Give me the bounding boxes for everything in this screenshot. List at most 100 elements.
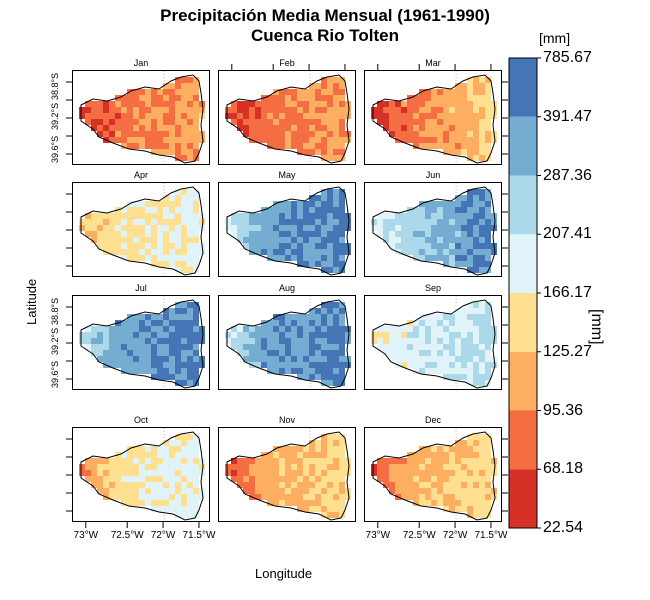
raster-cell <box>237 219 243 225</box>
raster-cell <box>169 314 175 320</box>
raster-cell <box>401 237 407 243</box>
raster-cell <box>121 95 127 101</box>
raster-cell <box>285 213 291 219</box>
raster-cell <box>449 314 455 320</box>
raster-cell <box>461 476 467 482</box>
raster-cell <box>139 249 145 255</box>
raster-cell <box>121 143 127 149</box>
raster-cell <box>85 458 91 464</box>
raster-cell <box>181 362 187 368</box>
raster-cell <box>181 314 187 320</box>
raster-cell <box>425 113 431 119</box>
raster-cell <box>473 320 479 326</box>
raster-cell <box>333 237 339 243</box>
raster-cell <box>109 237 115 243</box>
raster-cell <box>157 368 163 374</box>
raster-cell <box>291 482 297 488</box>
raster-cell <box>455 113 461 119</box>
raster-cell <box>175 225 181 231</box>
raster-cell <box>321 344 327 350</box>
raster-cell <box>273 219 279 225</box>
raster-cell <box>237 107 243 113</box>
raster-cell <box>291 446 297 452</box>
raster-cell <box>321 374 327 380</box>
raster-cell <box>321 255 327 261</box>
raster-cell <box>157 458 163 464</box>
raster-cell <box>419 494 425 500</box>
raster-cell <box>175 131 181 137</box>
raster-cell <box>425 476 431 482</box>
raster-cell <box>333 225 339 231</box>
raster-cell <box>479 143 485 149</box>
raster-cell <box>255 243 261 249</box>
raster-cell <box>91 458 97 464</box>
raster-cell <box>175 149 181 155</box>
raster-cell <box>461 231 467 237</box>
raster-cell <box>377 213 383 219</box>
raster-cell <box>79 219 85 225</box>
raster-cell <box>279 143 285 149</box>
raster-cell <box>193 320 199 326</box>
raster-cell <box>461 368 467 374</box>
raster-cell <box>309 356 315 362</box>
raster-cell <box>199 362 205 368</box>
raster-cell <box>145 356 151 362</box>
raster-cell <box>443 326 449 332</box>
raster-cell <box>103 231 109 237</box>
raster-cell <box>455 143 461 149</box>
raster-cell <box>395 326 401 332</box>
raster-cell <box>443 137 449 143</box>
raster-cell <box>413 237 419 243</box>
raster-cell <box>133 320 139 326</box>
raster-cell <box>425 314 431 320</box>
raster-cell <box>273 101 279 107</box>
raster-cell <box>169 219 175 225</box>
raster-cell <box>419 255 425 261</box>
raster-cell <box>133 131 139 137</box>
raster-cell <box>437 458 443 464</box>
raster-cell <box>291 89 297 95</box>
raster-cell <box>407 225 413 231</box>
raster-cell <box>455 338 461 344</box>
raster-cell <box>285 476 291 482</box>
raster-cell <box>285 482 291 488</box>
raster-cell <box>115 476 121 482</box>
raster-cell <box>97 243 103 249</box>
raster-cell <box>169 119 175 125</box>
raster-cell <box>139 356 145 362</box>
raster-cell <box>187 255 193 261</box>
raster-cell <box>339 201 345 207</box>
raster-cell <box>491 494 497 500</box>
raster-cell <box>371 338 377 344</box>
raster-cell <box>455 261 461 267</box>
raster-cell <box>371 332 377 338</box>
raster-cell <box>461 470 467 476</box>
raster-cell <box>485 464 491 470</box>
raster-cell <box>169 225 175 231</box>
raster-cell <box>467 368 473 374</box>
raster-cell <box>291 225 297 231</box>
raster-cell <box>315 113 321 119</box>
raster-cell <box>243 332 249 338</box>
raster-cell <box>237 458 243 464</box>
raster-cell <box>267 350 273 356</box>
raster-cell <box>199 219 205 225</box>
raster-cell <box>473 225 479 231</box>
raster-cell <box>425 237 431 243</box>
y-ticks <box>66 81 72 155</box>
raster-cell <box>485 231 491 237</box>
raster-cell <box>133 494 139 500</box>
raster-cell <box>163 374 169 380</box>
raster-cell <box>479 195 485 201</box>
raster-cell <box>237 237 243 243</box>
raster-cell <box>321 143 327 149</box>
raster-cell <box>419 101 425 107</box>
raster-cell <box>425 219 431 225</box>
raster-cell <box>485 362 491 368</box>
raster-cell <box>309 249 315 255</box>
raster-cell <box>321 83 327 89</box>
raster-cell <box>333 488 339 494</box>
raster-cell <box>91 350 97 356</box>
raster-cell <box>115 113 121 119</box>
raster-cell <box>339 338 345 344</box>
